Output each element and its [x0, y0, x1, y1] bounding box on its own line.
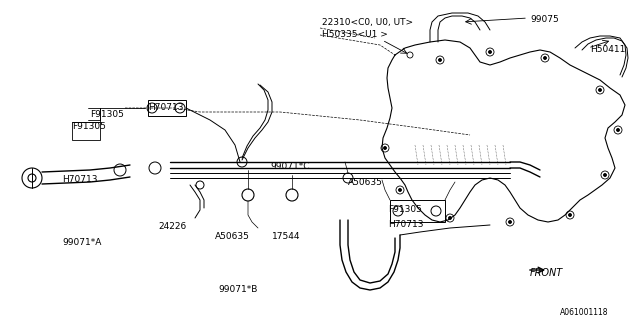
Text: 99075: 99075 — [530, 15, 559, 24]
Text: F91305: F91305 — [72, 122, 106, 131]
Circle shape — [616, 129, 620, 132]
Text: F91305: F91305 — [388, 205, 422, 214]
Circle shape — [488, 51, 492, 53]
Text: 99071*C: 99071*C — [270, 162, 310, 171]
Circle shape — [399, 188, 401, 191]
Text: F91305: F91305 — [90, 110, 124, 119]
Circle shape — [568, 213, 572, 217]
Text: H70713: H70713 — [388, 220, 424, 229]
Text: H70713: H70713 — [148, 103, 184, 112]
Text: A061001118: A061001118 — [560, 308, 609, 317]
Text: A50635: A50635 — [215, 232, 250, 241]
Text: A50635: A50635 — [348, 178, 383, 187]
Circle shape — [543, 57, 547, 60]
Text: 24226: 24226 — [158, 222, 186, 231]
Text: H50411: H50411 — [590, 45, 625, 54]
Circle shape — [438, 59, 442, 61]
Circle shape — [604, 173, 607, 177]
Text: FRONT: FRONT — [530, 268, 563, 278]
Circle shape — [383, 147, 387, 149]
Bar — [72, 122, 100, 140]
Circle shape — [449, 217, 451, 220]
Text: 22310<C0, U0, UT>: 22310<C0, U0, UT> — [322, 18, 413, 27]
Circle shape — [598, 89, 602, 92]
Bar — [390, 200, 445, 222]
Text: 17544: 17544 — [272, 232, 301, 241]
Text: 99071*B: 99071*B — [218, 285, 257, 294]
Text: H50335<U1 >: H50335<U1 > — [322, 30, 388, 39]
Text: 99071*A: 99071*A — [62, 238, 101, 247]
Text: H70713: H70713 — [62, 175, 97, 184]
Bar — [148, 100, 186, 116]
Circle shape — [509, 220, 511, 223]
